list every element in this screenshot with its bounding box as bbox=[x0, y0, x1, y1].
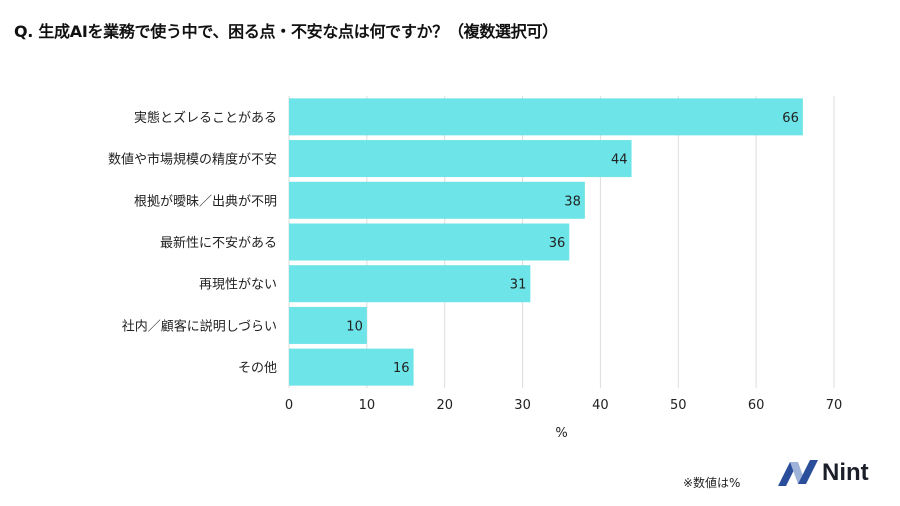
data-label: 36 bbox=[549, 236, 566, 251]
category-label: 実態とズレることがある bbox=[134, 110, 277, 126]
x-tick-label: 70 bbox=[826, 398, 843, 413]
bar bbox=[289, 98, 803, 136]
category-label: 根拠が曖昧／出典が不明 bbox=[134, 194, 277, 209]
bar bbox=[289, 265, 531, 303]
data-label: 10 bbox=[346, 319, 363, 334]
category-label: 社内／顧客に説明しづらい bbox=[122, 318, 277, 334]
footnote: ※数値は% bbox=[683, 476, 741, 490]
x-tick-label: 40 bbox=[592, 398, 609, 413]
logo-text: Nint bbox=[822, 459, 869, 486]
bar bbox=[289, 348, 414, 386]
nint-logo-icon bbox=[778, 460, 818, 486]
data-label: 38 bbox=[564, 194, 581, 209]
data-label: 44 bbox=[611, 153, 628, 168]
bar bbox=[289, 140, 632, 178]
bar bbox=[289, 223, 570, 261]
x-tick-label: 0 bbox=[285, 398, 293, 413]
bar bbox=[289, 181, 585, 219]
x-tick-label: 20 bbox=[436, 398, 453, 413]
chart-title: Q. 生成AIを業務で使う中で、困る点・不安な点は何ですか？（複数選択可） bbox=[14, 22, 558, 41]
data-label: 66 bbox=[782, 111, 799, 126]
category-label: 最新性に不安がある bbox=[160, 235, 277, 251]
bar bbox=[289, 306, 367, 344]
x-tick-label: 10 bbox=[359, 398, 376, 413]
category-label: 再現性がない bbox=[199, 278, 277, 293]
x-tick-label: 50 bbox=[670, 398, 687, 413]
x-tick-label: 30 bbox=[514, 398, 531, 413]
data-label: 16 bbox=[393, 361, 410, 376]
x-tick-label: 60 bbox=[748, 398, 765, 413]
category-label: その他 bbox=[238, 361, 277, 376]
data-label: 31 bbox=[510, 278, 527, 293]
x-axis-label: % bbox=[555, 426, 567, 441]
nint-logo: Nint bbox=[778, 459, 869, 487]
category-label: 数値や市場規模の精度が不安 bbox=[108, 152, 277, 168]
